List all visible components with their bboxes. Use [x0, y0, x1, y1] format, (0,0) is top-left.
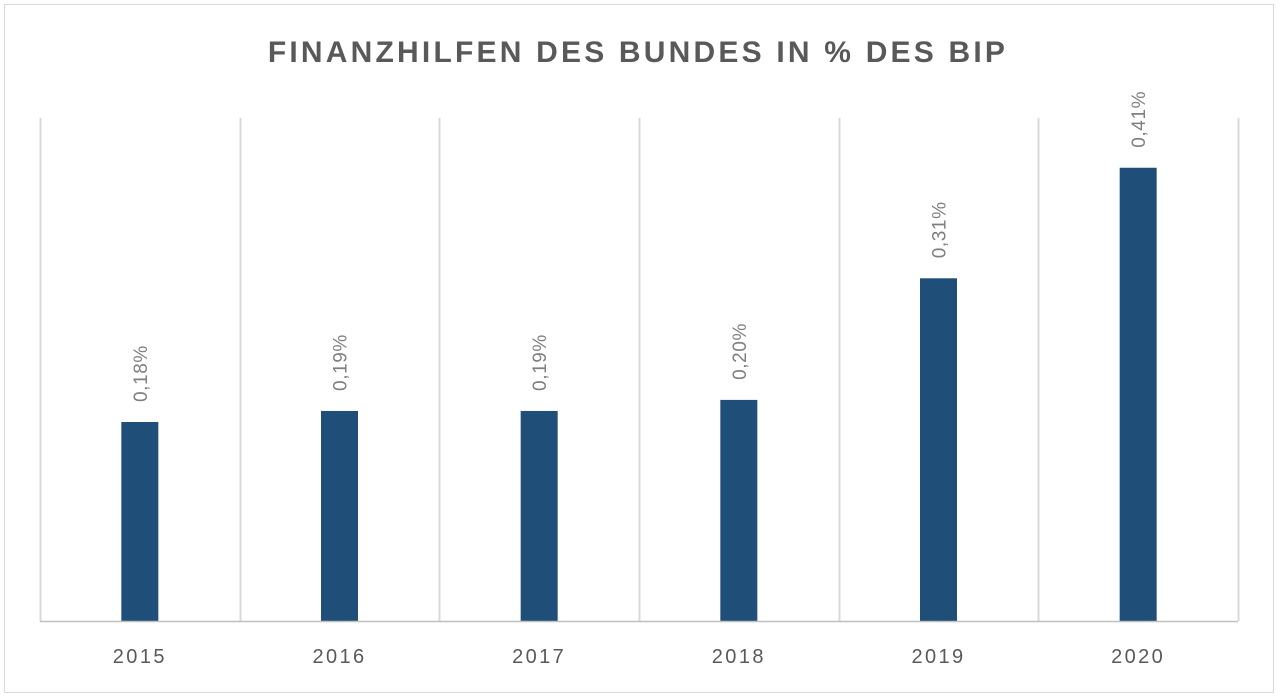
bar-2019 — [920, 278, 957, 621]
bar-2017 — [520, 410, 558, 621]
bar-2015 — [121, 422, 159, 621]
x-tick-label-2017: 2017 — [512, 646, 566, 668]
chart-title: FINANZHILFEN DES BUNDES IN % DES BIP — [267, 36, 1009, 69]
x-tick-label-2019: 2019 — [911, 646, 965, 668]
data-label-2019: 0,31% — [930, 201, 951, 258]
data-label-2020: 0,41% — [1129, 91, 1150, 148]
data-label-2017: 0,19% — [530, 334, 551, 391]
bar-2020 — [1119, 167, 1157, 621]
data-label-2016: 0,19% — [331, 334, 352, 391]
x-tick-label-2020: 2020 — [1111, 646, 1165, 668]
x-tick-label-2015: 2015 — [113, 646, 167, 668]
x-tick-label-2018: 2018 — [712, 646, 766, 668]
data-label-2015: 0,18% — [131, 345, 152, 402]
data-label-2018: 0,20% — [730, 323, 751, 380]
bar-2018 — [720, 399, 758, 621]
bar-2016 — [321, 410, 358, 621]
x-tick-label-2016: 2016 — [312, 646, 366, 668]
